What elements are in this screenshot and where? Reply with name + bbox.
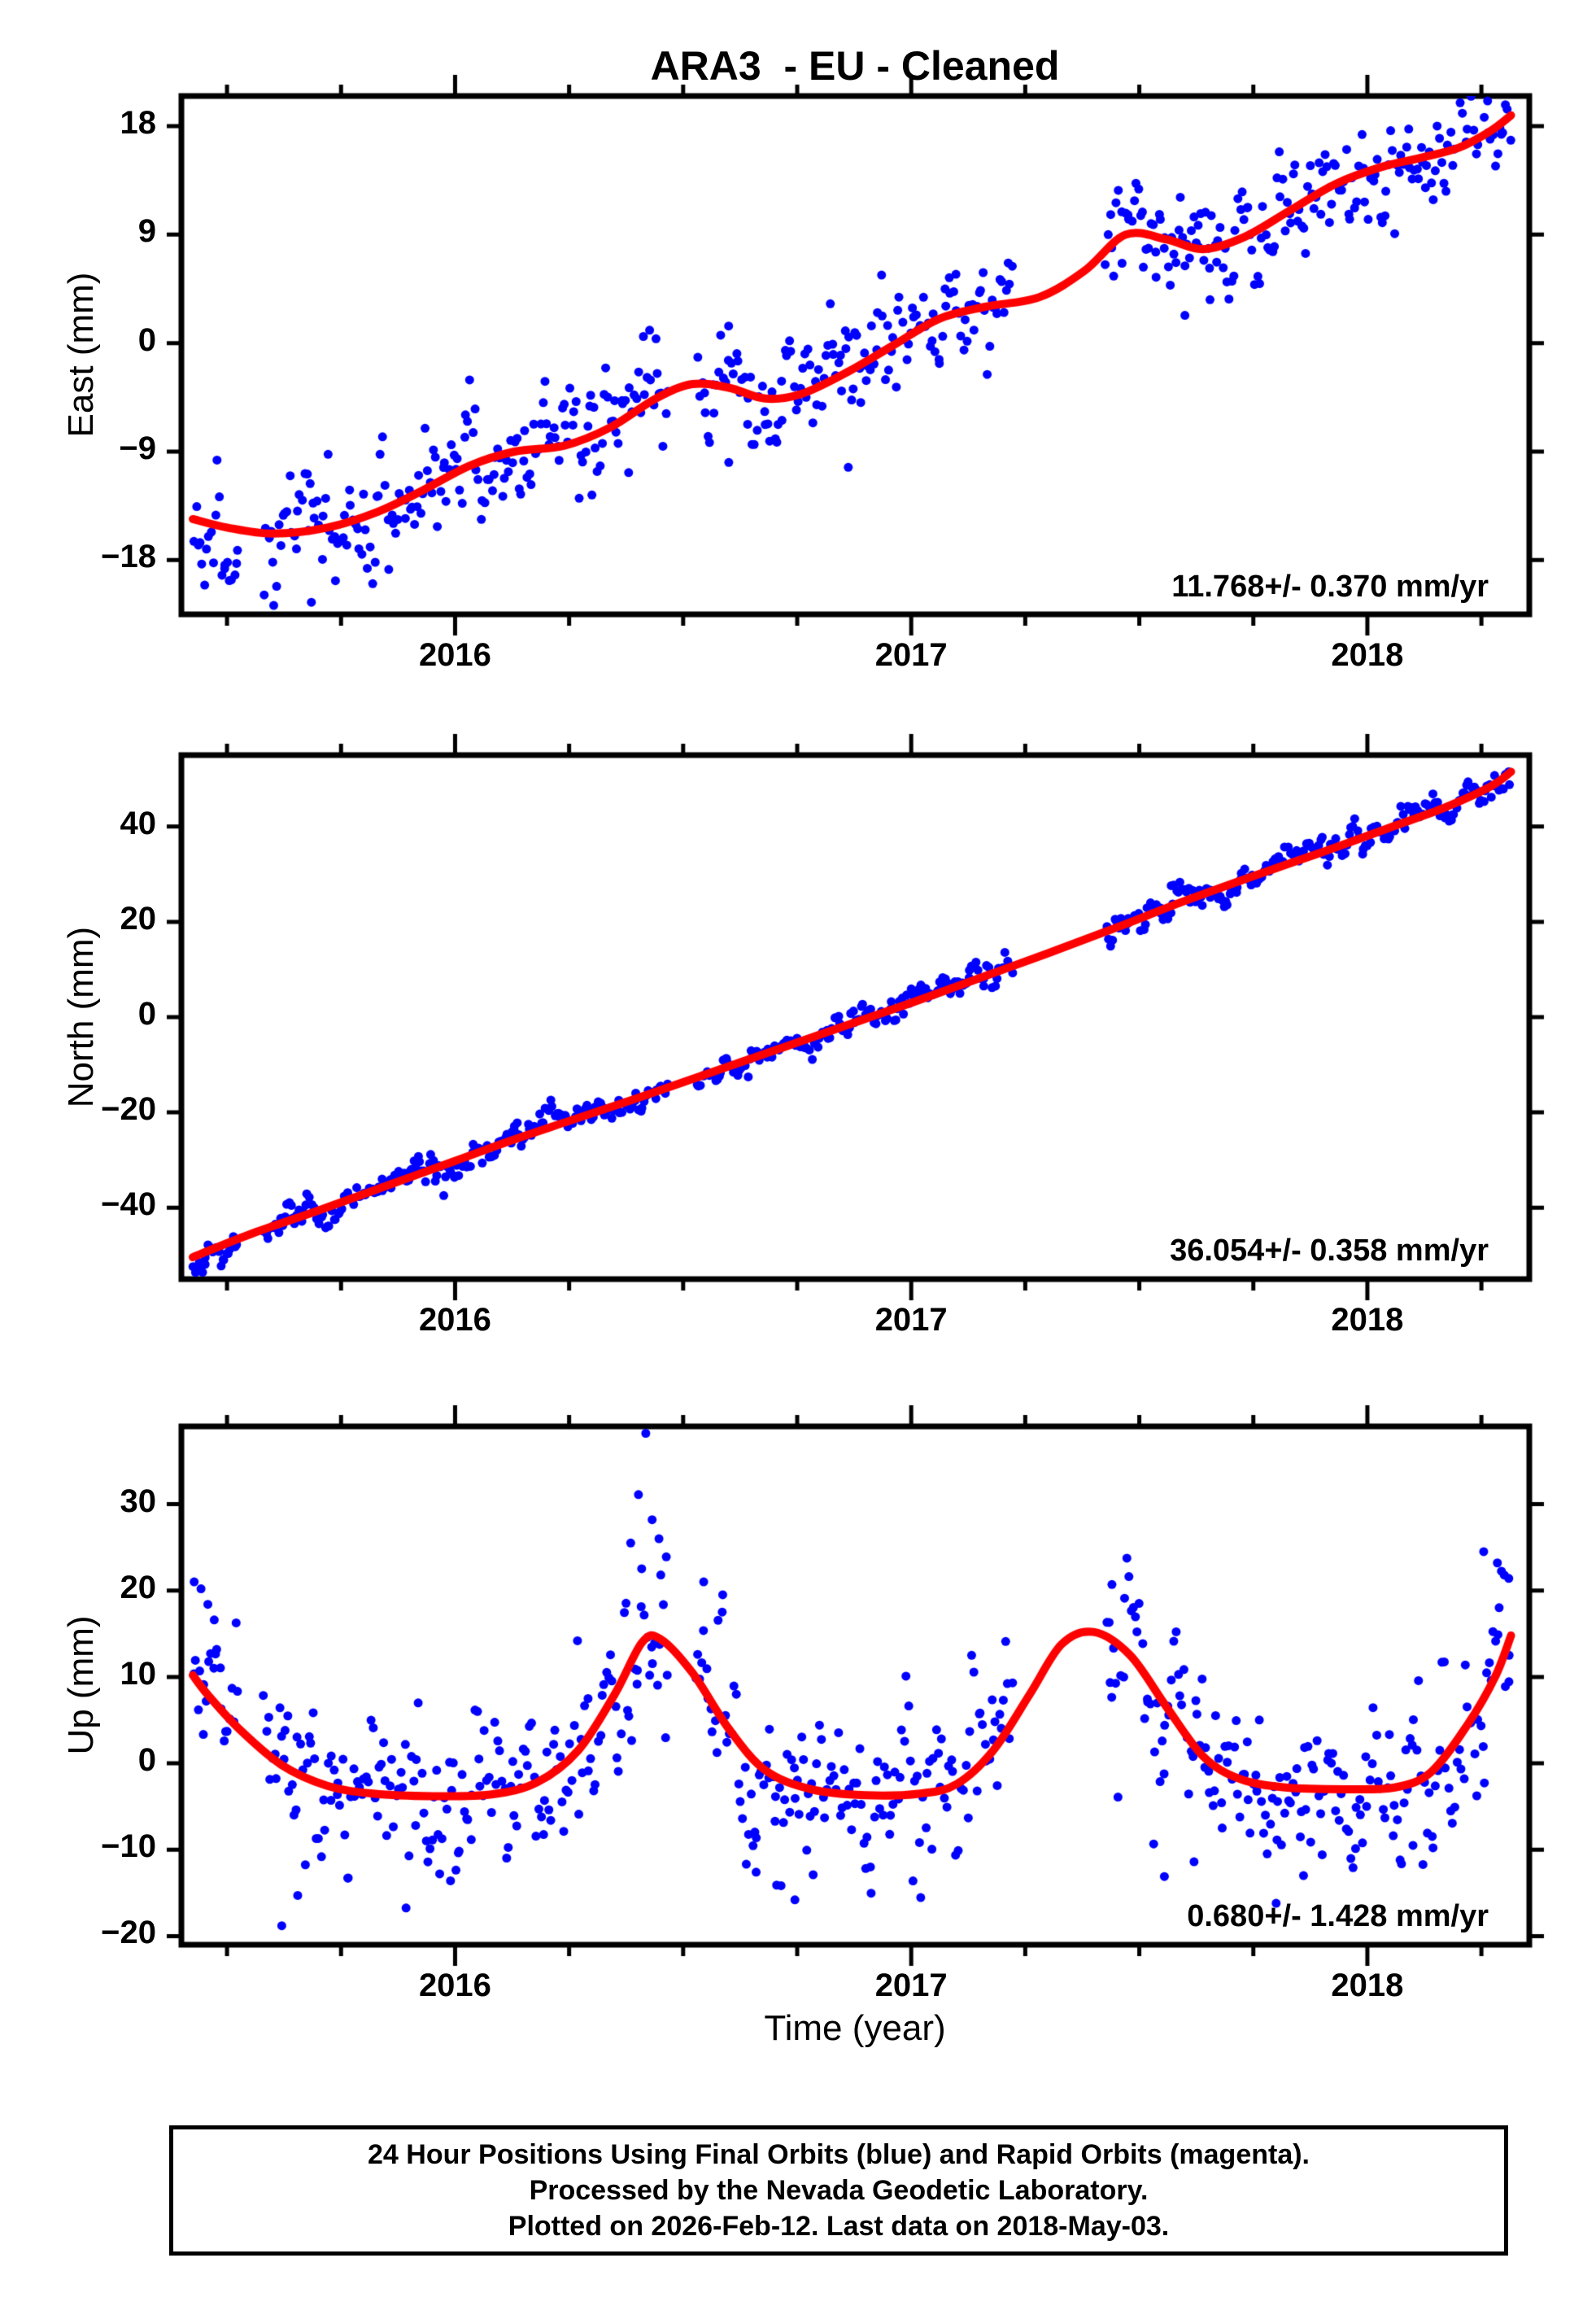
y-tick-label-north-20: 20 [120,900,157,937]
x-tick-label-east-2018: 2018 [1331,637,1404,673]
x-tick-label-north-2018: 2018 [1331,1302,1404,1338]
y-tick-label-east-0: 0 [137,321,156,358]
up-velocity-annotation: 0.680+/- 1.428 mm/yr [1187,1899,1489,1933]
y-tick-label-east-−18: −18 [101,539,156,575]
y-tick-label-north-−40: −40 [101,1186,156,1223]
north-velocity-annotation: 36.054+/- 0.358 mm/yr [1170,1234,1489,1268]
footer-line-orbits: 24 Hour Positions Using Final Orbits (bl… [368,2139,1310,2170]
east-velocity-annotation: 11.768+/- 0.370 mm/yr [1171,570,1489,604]
y-tick-label-east-−9: −9 [119,430,156,466]
y-tick-label-east-9: 9 [137,213,156,250]
x-tick-label-east-2017: 2017 [874,637,948,673]
x-tick-label-up-2017: 2017 [874,1968,948,2003]
x-tick-label-up-2016: 2016 [418,1968,491,2003]
y-tick-label-up-20: 20 [120,1569,157,1605]
y-tick-label-north-40: 40 [120,805,157,841]
x-tick-label-north-2017: 2017 [874,1302,948,1338]
y-tick-label-up-10: 10 [120,1655,157,1692]
y-tick-label-north-0: 0 [137,996,156,1032]
footer-line-processing: Processed by the Nevada Geodetic Laborat… [529,2175,1149,2206]
y-tick-label-east-18: 18 [120,105,157,142]
y-tick-label-up-−20: −20 [101,1915,156,1951]
y-tick-label-north-−20: −20 [101,1091,156,1128]
x-tick-label-up-2018: 2018 [1331,1968,1404,2003]
x-tick-label-east-2016: 2016 [418,637,491,673]
y-tick-label-up-0: 0 [137,1742,156,1779]
footer-line-dates: Plotted on 2026-Feb-12. Last data on 201… [508,2211,1170,2242]
figure-title: ARA3 - EU - Cleaned [650,43,1060,89]
y-tick-label-up-−10: −10 [101,1828,156,1865]
footer-box: 24 Hour Positions Using Final Orbits (bl… [169,2125,1508,2256]
y-tick-label-up-30: 30 [120,1483,157,1519]
x-tick-label-north-2016: 2016 [418,1302,491,1338]
x-axis-title: Time (year) [764,2008,946,2048]
